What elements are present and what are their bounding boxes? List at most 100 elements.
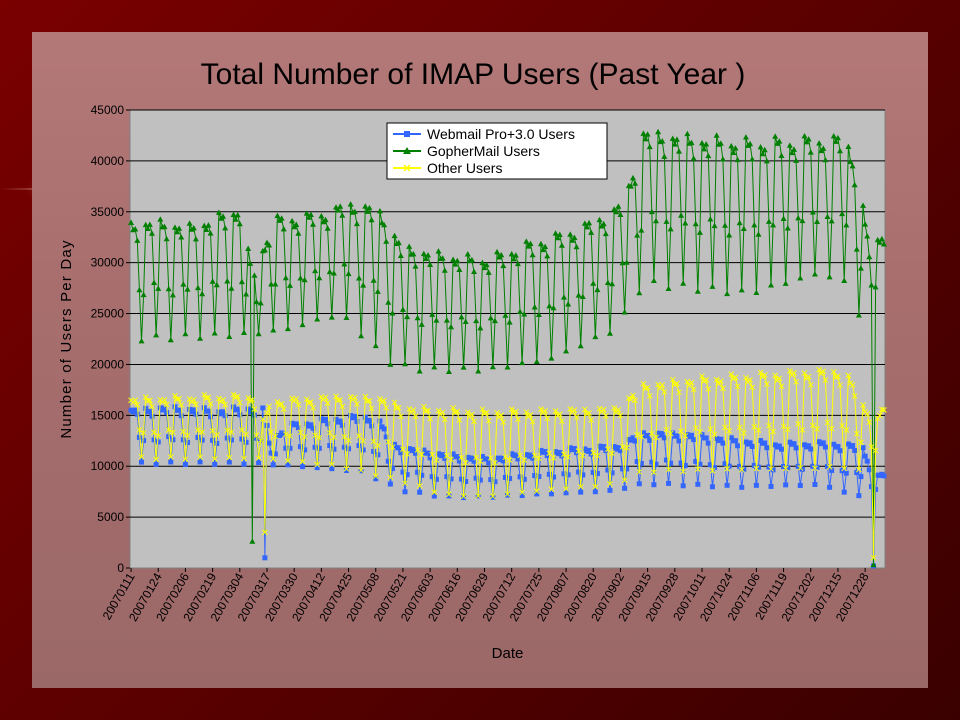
data-point [747, 376, 753, 383]
data-point [876, 239, 883, 245]
data-point [579, 452, 586, 459]
data-point [247, 260, 254, 266]
data-point [879, 406, 885, 413]
data-point [527, 240, 534, 247]
data-point [197, 335, 204, 341]
data-point [141, 438, 147, 444]
data-point [148, 230, 155, 236]
data-point [414, 314, 421, 321]
data-point [510, 255, 517, 262]
data-point [266, 242, 273, 248]
data-point [241, 455, 247, 462]
data-point [397, 413, 404, 420]
data-point [352, 413, 358, 419]
data-point [611, 444, 617, 450]
data-point [147, 397, 153, 404]
data-point [791, 441, 797, 447]
data-point [278, 215, 285, 221]
y-tick-label: 0 [117, 561, 124, 575]
data-point [186, 220, 193, 226]
data-point [531, 452, 538, 459]
data-point [739, 484, 745, 490]
data-point [538, 406, 544, 413]
data-point [441, 267, 448, 273]
data-point [197, 459, 203, 465]
legend-box [386, 122, 608, 180]
data-point [431, 489, 438, 496]
data-point [830, 368, 837, 375]
data-point [690, 155, 697, 161]
legend-marker [403, 164, 411, 172]
data-point [866, 419, 873, 425]
data-point [149, 403, 155, 410]
data-point [504, 364, 511, 370]
data-point [373, 476, 379, 482]
data-point [709, 484, 715, 490]
data-point [722, 461, 728, 467]
data-point [138, 338, 145, 344]
data-point [803, 138, 810, 145]
data-point [446, 491, 452, 498]
data-point [360, 282, 367, 288]
data-point [786, 142, 793, 148]
data-point [418, 321, 425, 327]
data-point [561, 471, 567, 477]
data-point [283, 445, 289, 451]
data-point [667, 225, 674, 232]
data-point [856, 466, 862, 473]
data-point [824, 213, 831, 220]
data-point [766, 422, 772, 429]
data-point [634, 232, 641, 238]
data-point [644, 384, 651, 391]
data-point [268, 281, 275, 287]
data-point [322, 216, 329, 223]
data-point [667, 430, 674, 437]
data-point [214, 440, 220, 446]
data-point [172, 404, 178, 410]
data-point [881, 407, 887, 413]
data-point [454, 257, 461, 264]
data-point [484, 456, 490, 462]
data-point [860, 202, 867, 208]
data-point [615, 406, 622, 413]
data-point [563, 486, 569, 492]
data-point [659, 138, 666, 144]
data-point [485, 269, 492, 275]
data-point [693, 458, 699, 464]
data-point [312, 432, 318, 439]
data-point [515, 456, 521, 462]
data-point [747, 440, 753, 446]
data-point [195, 427, 201, 433]
data-point [691, 437, 697, 443]
data-point [866, 467, 872, 473]
data-point [310, 404, 316, 411]
data-point [852, 447, 858, 453]
y-tick-label: 15000 [91, 408, 125, 422]
data-point [640, 430, 646, 436]
data-point [146, 221, 153, 227]
data-point [450, 256, 457, 262]
data-point [550, 304, 557, 311]
data-point [140, 291, 147, 298]
data-point [556, 411, 563, 417]
data-point [251, 406, 258, 412]
data-point [862, 453, 868, 459]
data-point [427, 455, 433, 461]
data-point [420, 250, 427, 257]
data-point [655, 128, 662, 135]
data-point [335, 207, 342, 213]
data-point [808, 446, 814, 452]
data-point [445, 368, 452, 374]
data-point [251, 272, 258, 278]
data-point [370, 277, 377, 283]
data-point [226, 333, 233, 339]
data-point [776, 443, 782, 449]
data-point [155, 285, 162, 291]
data-point [498, 412, 505, 419]
data-point [172, 392, 178, 399]
data-point [241, 461, 247, 467]
data-point [192, 236, 199, 242]
data-point [448, 476, 454, 482]
data-point [632, 180, 639, 186]
data-point [728, 435, 734, 441]
